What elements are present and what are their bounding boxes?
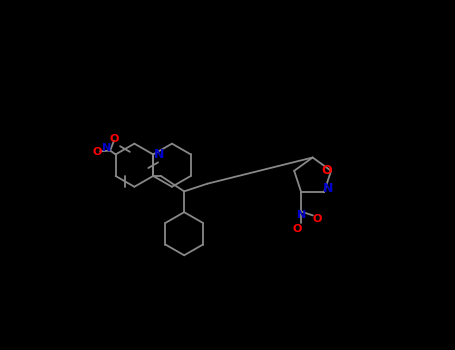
Text: O: O xyxy=(322,164,333,177)
Text: O: O xyxy=(92,147,101,157)
Text: O: O xyxy=(293,224,302,234)
Text: O: O xyxy=(109,134,119,144)
Text: N: N xyxy=(101,143,111,153)
Text: O: O xyxy=(312,214,321,224)
Text: N: N xyxy=(323,182,333,195)
Text: N: N xyxy=(154,148,165,161)
Text: N: N xyxy=(297,210,306,220)
